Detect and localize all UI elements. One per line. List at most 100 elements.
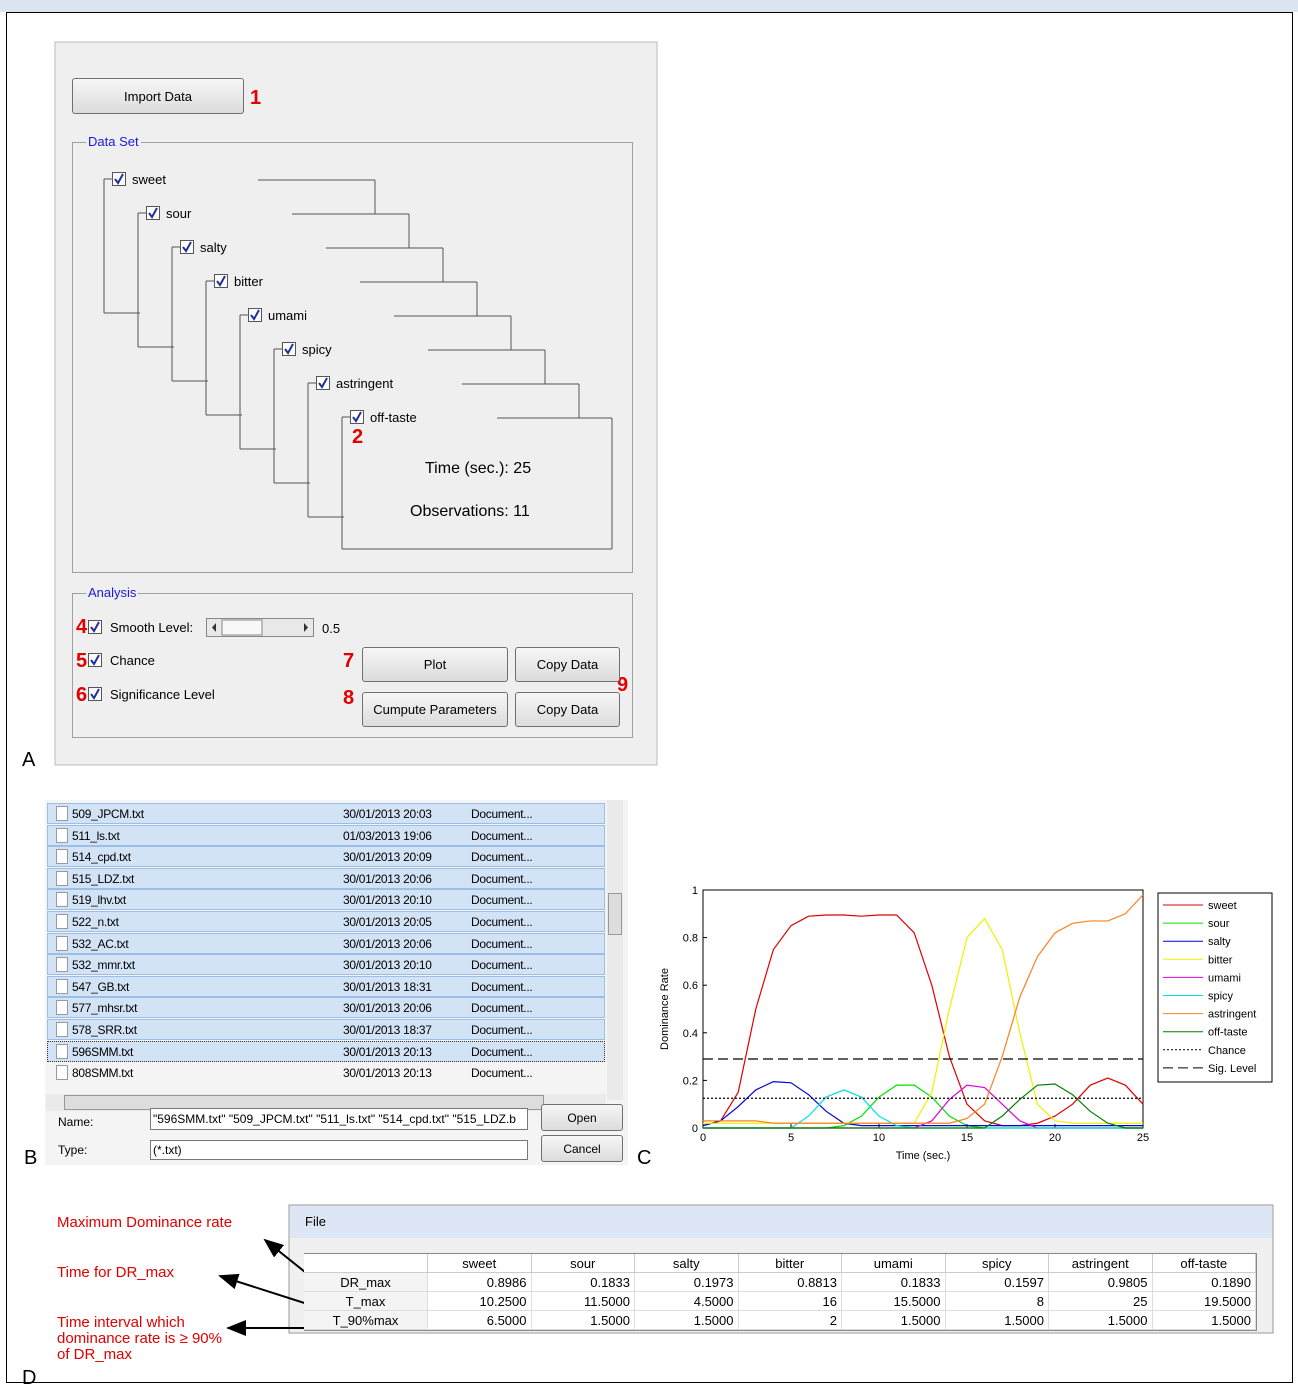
table-cell: 0.1833 (532, 1273, 636, 1292)
file-cell: 30/01/2013 20:10 (343, 894, 432, 906)
y-tick-label: 0.6 (683, 980, 698, 992)
file-icon (56, 892, 68, 907)
column-header: astringent (1049, 1254, 1153, 1273)
table-cell: 1.5000 (842, 1311, 946, 1330)
checkbox[interactable] (248, 308, 262, 322)
table-cell: 0.9805 (1049, 1273, 1153, 1292)
field-label: Name: (58, 1116, 93, 1128)
file-cell: Document... (471, 851, 532, 863)
x-tick-label: 15 (961, 1132, 973, 1144)
file-cell: 511_ls.txt (72, 830, 119, 842)
x-tick-label: 10 (873, 1132, 885, 1144)
file-cell: 532_mmr.txt (72, 959, 135, 971)
file-cell: 547_GB.txt (72, 981, 129, 993)
file-cell: Document... (471, 1002, 532, 1014)
x-tick-label: 20 (1049, 1132, 1061, 1144)
file-cell: Document... (471, 808, 532, 820)
panel-label: A (22, 750, 35, 770)
file-cell: Document... (471, 1024, 532, 1036)
legend-label: astringent (1208, 1009, 1256, 1021)
checkbox[interactable] (146, 206, 160, 220)
plot-area (703, 890, 1143, 1128)
row-header: T_max (304, 1292, 428, 1311)
group-label: Data Set (86, 134, 141, 149)
file-cell: 532_AC.txt (72, 938, 128, 950)
file-cell: 522_n.txt (72, 916, 119, 928)
table-cell: 1.5000 (1153, 1311, 1257, 1330)
table-cell: 0.8986 (428, 1273, 532, 1292)
checkbox[interactable] (88, 653, 102, 667)
checkbox[interactable] (350, 410, 364, 424)
checkbox[interactable] (112, 172, 126, 186)
file-cell: Document... (471, 830, 532, 842)
taste-label: umami (268, 309, 307, 322)
file-cell: Document... (471, 959, 532, 971)
file-cell: 514_cpd.txt (72, 851, 131, 863)
cancel-button[interactable]: Cancel (541, 1135, 623, 1162)
y-tick-label: 1 (692, 885, 698, 897)
file-cell: 30/01/2013 18:37 (343, 1024, 432, 1036)
annotation: Time interval which dominance rate is ≥ … (57, 1315, 227, 1362)
table-cell: 15.5000 (842, 1292, 946, 1311)
checkbox[interactable] (180, 240, 194, 254)
checkbox[interactable] (88, 687, 102, 701)
table-cell: 6.5000 (428, 1311, 532, 1330)
file-cell: 30/01/2013 20:13 (343, 1046, 432, 1058)
table-cell: 1.5000 (635, 1311, 739, 1330)
import-button[interactable]: Import Data (72, 78, 244, 114)
checkbox[interactable] (88, 620, 102, 634)
checkbox[interactable] (214, 274, 228, 288)
plot-button[interactable]: Plot (362, 647, 508, 682)
file-icon (56, 849, 68, 864)
x-tick-label: 25 (1137, 1132, 1149, 1144)
file-cell: 509_JPCM.txt (72, 808, 144, 820)
table-cell: 0.8813 (739, 1273, 843, 1292)
column-header: umami (842, 1254, 946, 1273)
y-axis-label: Dominance Rate (659, 968, 671, 1050)
time-info: Time (sec.): 25 (425, 461, 531, 477)
file-icon (56, 1022, 68, 1037)
column-header: spicy (946, 1254, 1050, 1273)
observations-info: Observations: 11 (410, 504, 530, 520)
taste-label: salty (200, 241, 227, 254)
table-cell: 1.5000 (1049, 1311, 1153, 1330)
file-cell: 30/01/2013 20:05 (343, 916, 432, 928)
table-cell: 25 (1049, 1292, 1153, 1311)
legend-label: Sig. Level (1208, 1063, 1256, 1075)
file-cell: Document... (471, 1046, 532, 1058)
open-button[interactable]: Open (541, 1104, 623, 1131)
legend-label: Chance (1208, 1045, 1246, 1057)
x-tick-label: 0 (700, 1132, 706, 1144)
panel-label: C (637, 1148, 651, 1168)
file-cell: 30/01/2013 20:06 (343, 873, 432, 885)
checkbox[interactable] (316, 376, 330, 390)
type-field: (*.txt) (150, 1140, 528, 1160)
top-band (0, 0, 1298, 12)
file-icon (56, 979, 68, 994)
file-cell: 30/01/2013 20:09 (343, 851, 432, 863)
scrollbar (607, 800, 623, 1100)
file-cell: 596SMM.txt (72, 1046, 133, 1058)
menu-bar (290, 1206, 1272, 1238)
scroll-thumb (608, 893, 622, 935)
x-axis-label: Time (sec.) (896, 1150, 951, 1162)
table-cell: 11.5000 (532, 1292, 636, 1311)
file-icon (56, 914, 68, 929)
y-tick-label: 0.4 (683, 1028, 698, 1040)
file-cell: 30/01/2013 20:06 (343, 938, 432, 950)
copy-button[interactable]: Copy Data (515, 692, 620, 727)
group-label: Analysis (86, 585, 138, 600)
table-cell: 8 (946, 1292, 1050, 1311)
copy-button[interactable]: Copy Data (515, 647, 620, 682)
file-icon (56, 1044, 68, 1059)
table-cell: 4.5000 (635, 1292, 739, 1311)
table-cell: 10.2500 (428, 1292, 532, 1311)
compute-button[interactable]: Cumpute Parameters (362, 692, 508, 727)
taste-label: bitter (234, 275, 263, 288)
checkbox[interactable] (282, 342, 296, 356)
table-cell: 1.5000 (532, 1311, 636, 1330)
taste-label: sour (166, 207, 191, 220)
header-cell (304, 1254, 428, 1273)
annotation: Maximum Dominance rate (57, 1215, 232, 1230)
file-cell: Document... (471, 916, 532, 928)
